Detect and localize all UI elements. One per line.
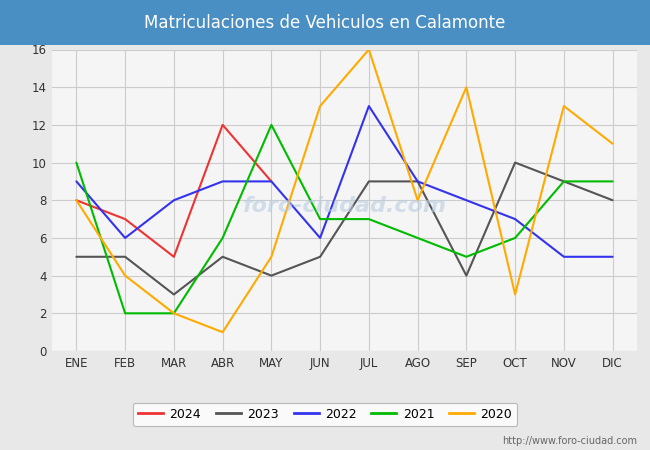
Legend: 2024, 2023, 2022, 2021, 2020: 2024, 2023, 2022, 2021, 2020 [133, 403, 517, 426]
Text: foro-ciudad.com: foro-ciudad.com [242, 196, 447, 216]
Text: http://www.foro-ciudad.com: http://www.foro-ciudad.com [502, 436, 637, 446]
Text: Matriculaciones de Vehiculos en Calamonte: Matriculaciones de Vehiculos en Calamont… [144, 14, 506, 32]
